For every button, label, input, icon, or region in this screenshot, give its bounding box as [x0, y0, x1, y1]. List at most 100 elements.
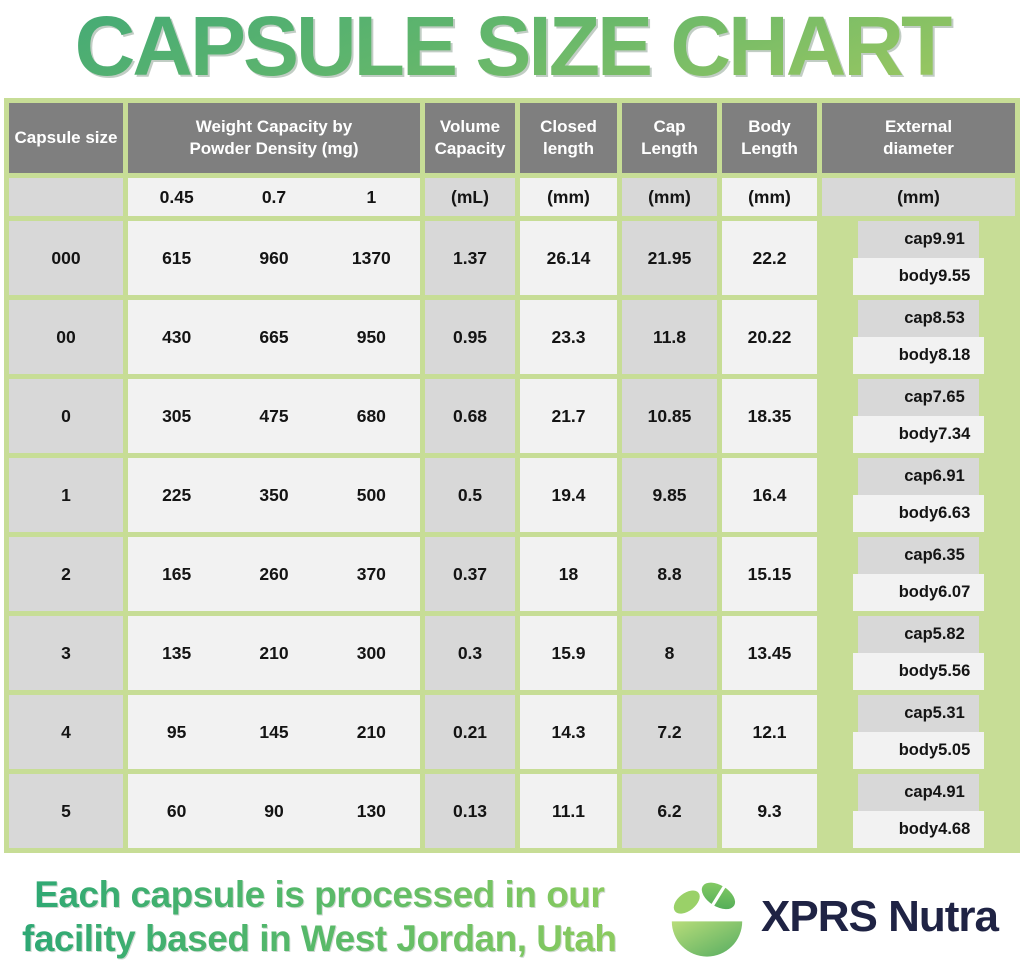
weight-value-1: 370 — [356, 563, 386, 584]
body-length-cell: 9.3 — [722, 774, 817, 848]
external-body-value: 5.05 — [938, 741, 971, 759]
body-length-cell: 22.2 — [722, 221, 817, 295]
closed-length-cell: 15.9 — [520, 616, 617, 690]
weight-capacity-cell: 165 260 370 — [128, 537, 420, 611]
weight-value-045: 135 — [162, 642, 192, 663]
units-volume-cell: (mL) — [425, 178, 515, 216]
external-cap-label: cap — [904, 230, 933, 248]
weight-value-1: 1370 — [351, 247, 391, 268]
volume-capacity-cell: 0.3 — [425, 616, 515, 690]
external-body-label: body — [898, 425, 939, 443]
weight-value-07: 350 — [259, 484, 289, 505]
cap-length-cell: 6.2 — [622, 774, 717, 848]
weight-value-1: 300 — [356, 642, 386, 663]
brand-logo: XPRS Nutra — [663, 875, 999, 959]
external-cap-row: cap 6.91 — [858, 458, 979, 495]
weight-value-045: 60 — [166, 800, 187, 821]
volume-capacity-cell: 0.21 — [425, 695, 515, 769]
external-cap-row: cap 7.65 — [858, 379, 979, 416]
capsule-size-cell: 00 — [9, 300, 123, 374]
external-body-label: body — [898, 267, 939, 285]
external-body-row: body 6.07 — [852, 574, 985, 611]
external-cap-label: cap — [904, 467, 933, 485]
external-diameter-cell: cap 6.35 body 6.07 — [822, 537, 1015, 611]
cap-length-cell: 10.85 — [622, 379, 717, 453]
body-length-cell: 18.35 — [722, 379, 817, 453]
cap-length-cell: 21.95 — [622, 221, 717, 295]
external-body-value: 6.07 — [938, 583, 971, 601]
cap-length-cell: 7.2 — [622, 695, 717, 769]
capsule-size-cell: 1 — [9, 458, 123, 532]
page-title: CAPSULE SIZE CHART — [0, 0, 1024, 98]
weight-capacity-cell: 135 210 300 — [128, 616, 420, 690]
external-body-label: body — [898, 662, 939, 680]
volume-capacity-cell: 0.5 — [425, 458, 515, 532]
weight-value-1: 950 — [356, 326, 386, 347]
external-body-row: body 4.68 — [852, 811, 985, 848]
weight-value-07: 145 — [259, 721, 289, 742]
capsule-size-cell: 4 — [9, 695, 123, 769]
external-cap-value: 6.35 — [932, 546, 965, 564]
cap-length-cell: 8 — [622, 616, 717, 690]
units-external-cell: (mm) — [822, 178, 1015, 216]
external-cap-value: 5.82 — [932, 625, 965, 643]
weight-capacity-cell: 225 350 500 — [128, 458, 420, 532]
col-header-capsule-size: Capsule size — [9, 103, 123, 173]
capsule-size-table: Capsule size Weight Capacity by Powder D… — [4, 98, 1020, 853]
col-header-weight-capacity: Weight Capacity by Powder Density (mg) — [128, 103, 420, 173]
external-body-value: 4.68 — [938, 820, 971, 838]
col-header-external-diameter: External diameter — [822, 103, 1015, 173]
capsule-size-cell: 000 — [9, 221, 123, 295]
units-body-cell: (mm) — [722, 178, 817, 216]
external-cap-row: cap 6.35 — [858, 537, 979, 574]
external-body-value: 7.34 — [938, 425, 971, 443]
external-cap-value: 8.53 — [932, 309, 965, 327]
units-cap-cell: (mm) — [622, 178, 717, 216]
external-cap-value: 6.91 — [932, 467, 965, 485]
col-header-body-length: Body Length — [722, 103, 817, 173]
units-blank-cell — [9, 178, 123, 216]
external-cap-value: 4.91 — [932, 783, 965, 801]
external-body-value: 8.18 — [938, 346, 971, 364]
volume-capacity-cell: 0.95 — [425, 300, 515, 374]
weight-value-07: 90 — [264, 800, 284, 821]
capsule-size-cell: 3 — [9, 616, 123, 690]
external-body-row: body 8.18 — [852, 337, 985, 374]
external-diameter-cell: cap 7.65 body 7.34 — [822, 379, 1015, 453]
external-diameter-cell: cap 5.31 body 5.05 — [822, 695, 1015, 769]
external-diameter-cell: cap 5.82 body 5.56 — [822, 616, 1015, 690]
closed-length-cell: 23.3 — [520, 300, 617, 374]
body-length-cell: 16.4 — [722, 458, 817, 532]
weight-value-045: 430 — [162, 326, 192, 347]
weight-value-07: 260 — [259, 563, 289, 584]
external-body-row: body 9.55 — [852, 258, 985, 295]
external-cap-row: cap 4.91 — [858, 774, 979, 811]
weight-value-1: 500 — [356, 484, 386, 505]
units-closed-cell: (mm) — [520, 178, 617, 216]
capsule-size-cell: 5 — [9, 774, 123, 848]
units-density-cell: 0.45 0.7 1 — [128, 178, 420, 216]
body-length-cell: 20.22 — [722, 300, 817, 374]
weight-value-07: 475 — [259, 405, 289, 426]
volume-capacity-cell: 0.68 — [425, 379, 515, 453]
external-diameter-cell: cap 6.91 body 6.63 — [822, 458, 1015, 532]
volume-capacity-cell: 1.37 — [425, 221, 515, 295]
external-cap-row: cap 5.82 — [858, 616, 979, 653]
external-cap-value: 5.31 — [932, 704, 965, 722]
external-body-label: body — [898, 504, 939, 522]
weight-value-1: 130 — [356, 800, 386, 821]
external-diameter-cell: cap 4.91 body 4.68 — [822, 774, 1015, 848]
closed-length-cell: 11.1 — [520, 774, 617, 848]
external-body-row: body 5.05 — [852, 732, 985, 769]
weight-value-045: 305 — [162, 405, 192, 426]
external-body-value: 5.56 — [938, 662, 971, 680]
external-body-row: body 7.34 — [852, 416, 985, 453]
external-body-label: body — [898, 741, 939, 759]
weight-value-07: 960 — [259, 247, 289, 268]
weight-value-1: 680 — [356, 405, 386, 426]
weight-capacity-cell: 60 90 130 — [128, 774, 420, 848]
external-body-row: body 5.56 — [852, 653, 985, 690]
cap-length-cell: 9.85 — [622, 458, 717, 532]
col-header-cap-length: Cap Length — [622, 103, 717, 173]
closed-length-cell: 19.4 — [520, 458, 617, 532]
